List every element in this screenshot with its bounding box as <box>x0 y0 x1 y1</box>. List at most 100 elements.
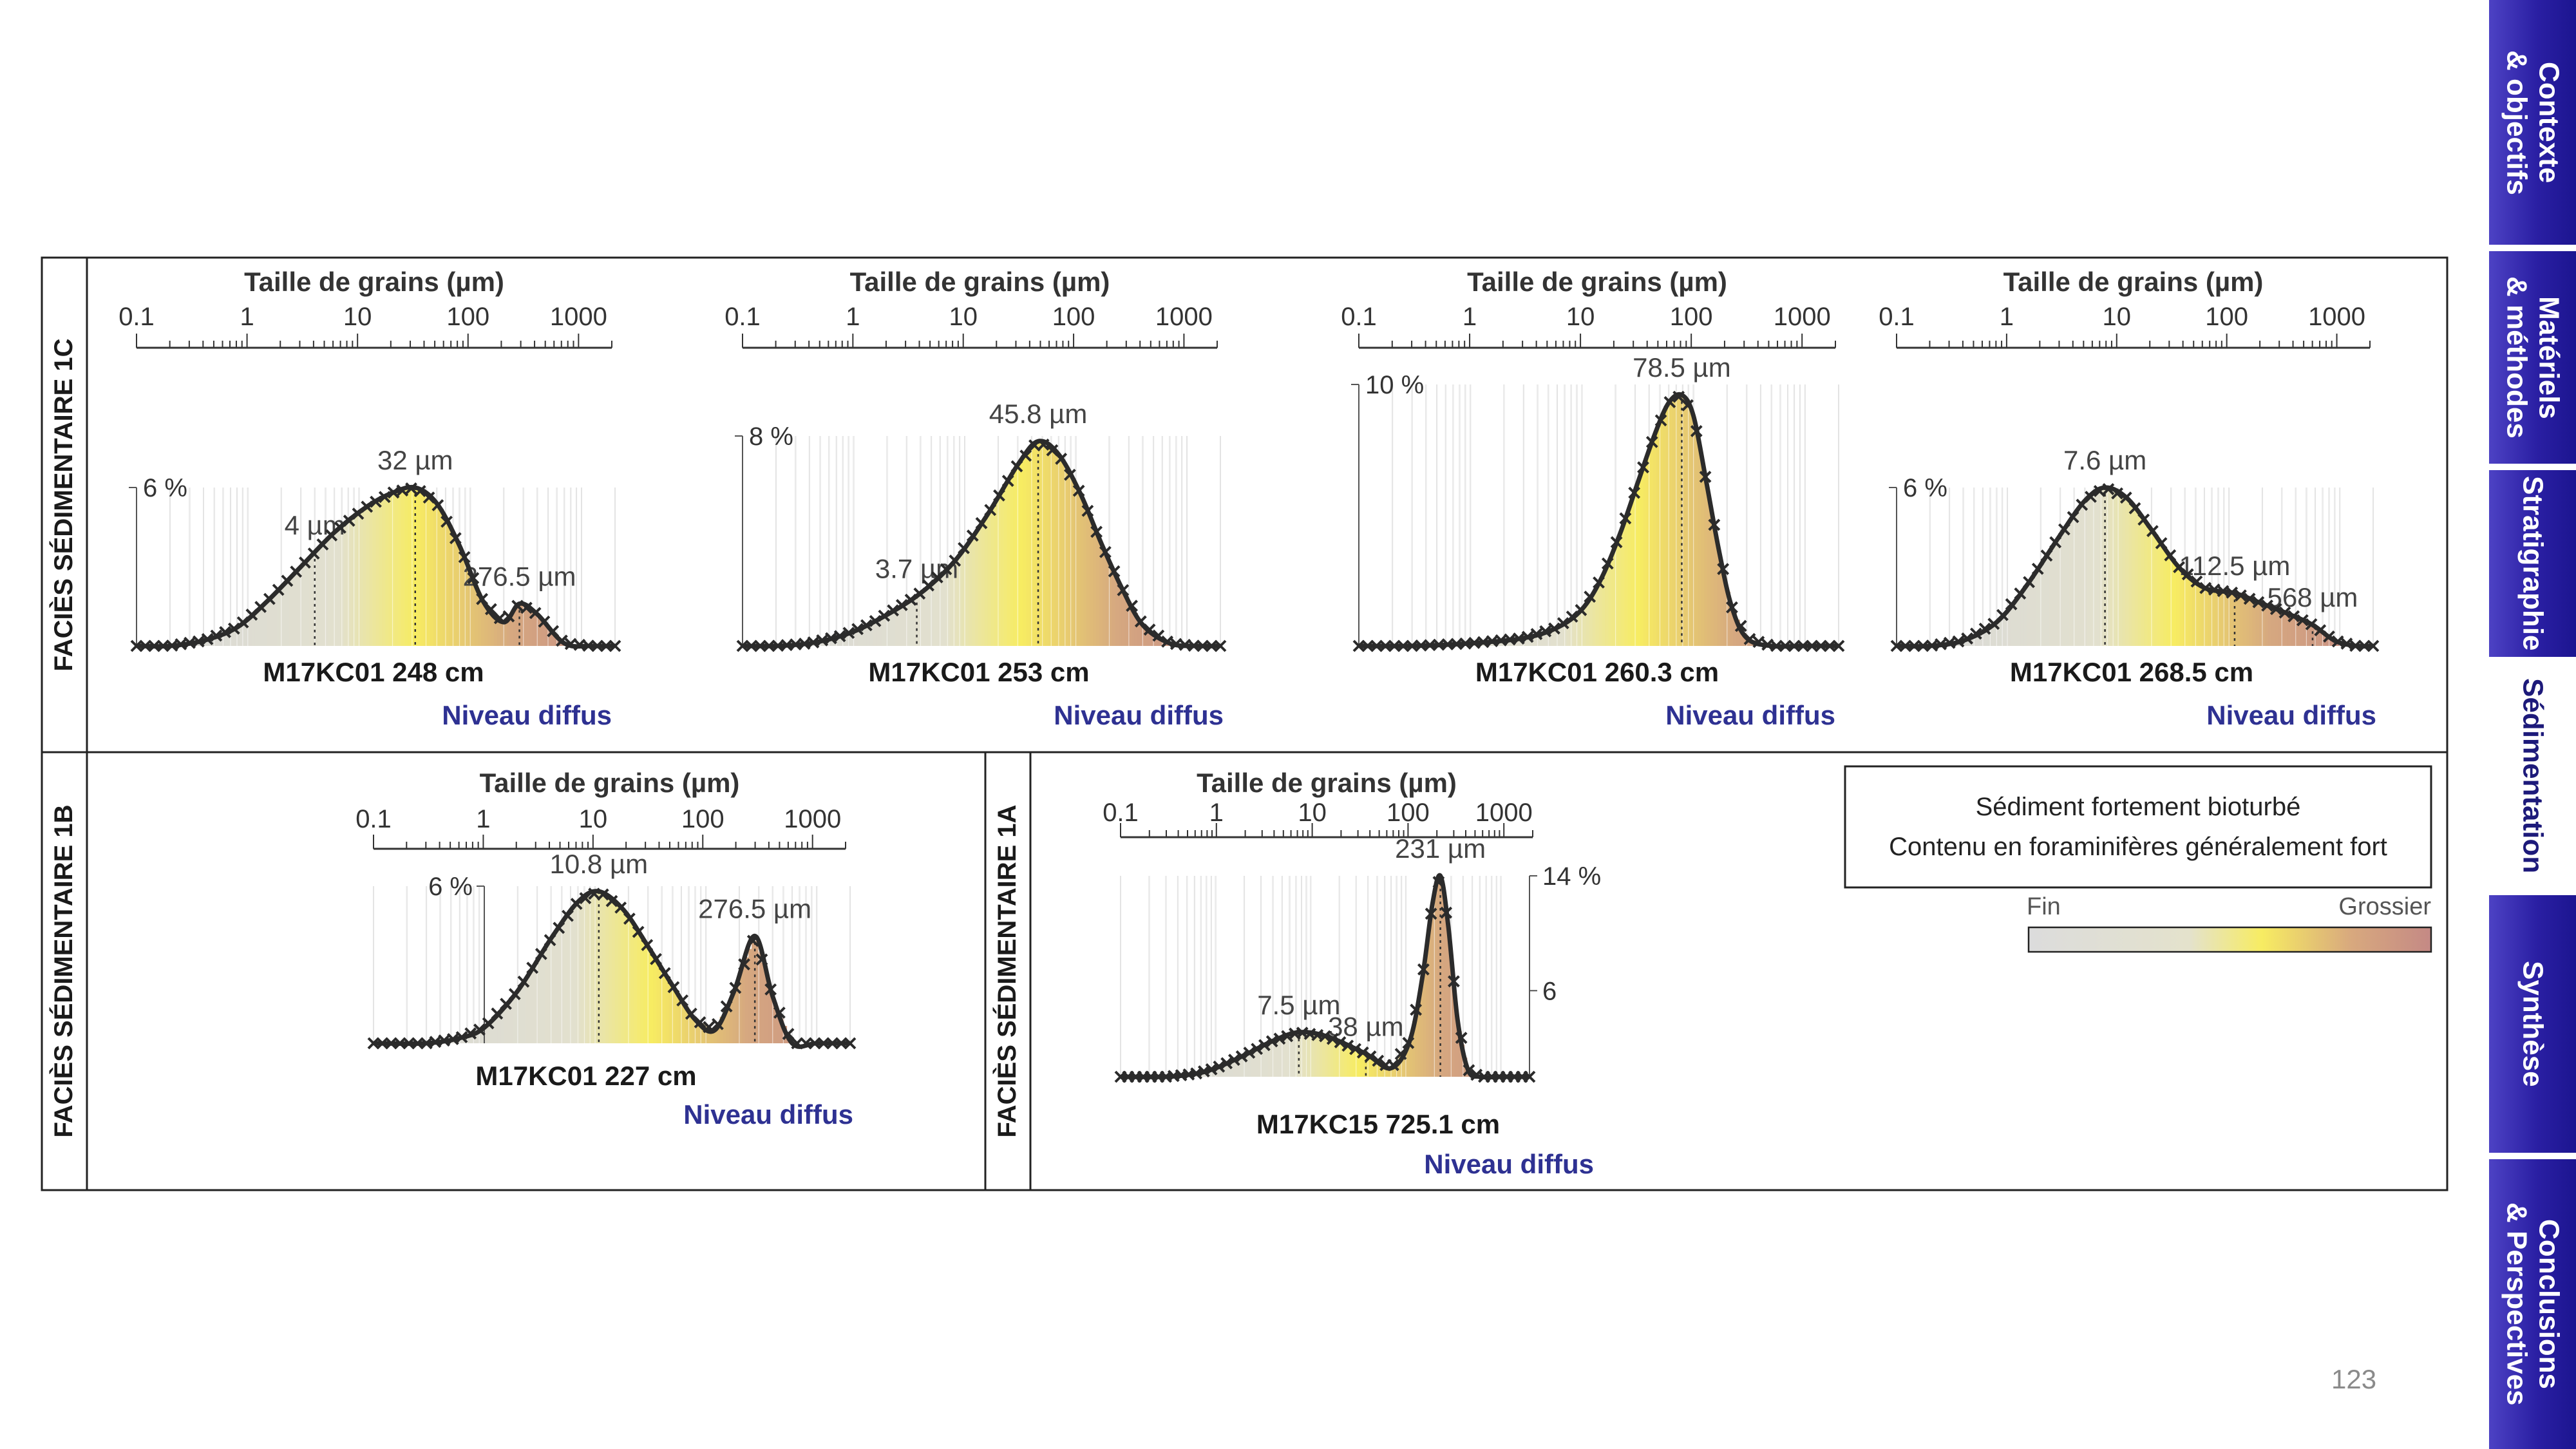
fill-strip <box>459 1037 463 1043</box>
fill-strip <box>1366 1054 1369 1077</box>
fill-strip <box>216 635 220 646</box>
fill-strip <box>1336 1041 1340 1077</box>
x-tick-label: 100 <box>1387 799 1430 827</box>
fill-strip <box>2275 609 2278 646</box>
data-point <box>467 572 480 585</box>
fill-strip <box>732 991 737 1043</box>
nav-tab-conclusions[interactable]: Conclusions & Perspectives <box>2489 1159 2576 1449</box>
data-point <box>367 1037 380 1050</box>
data-point <box>2314 624 2327 637</box>
fill-strip <box>1675 397 1680 646</box>
fill-strip <box>729 997 734 1043</box>
fill-strip <box>2224 591 2228 646</box>
fill-strip <box>522 606 527 646</box>
data-point <box>570 898 583 910</box>
fill-strip <box>392 492 396 646</box>
nav-tab-synthese[interactable]: Synthèse <box>2489 895 2576 1153</box>
fill-strip <box>1643 462 1647 646</box>
y-axis: 6 % <box>1889 474 1947 646</box>
data-point <box>431 499 444 511</box>
fill-strip <box>908 600 912 646</box>
data-point <box>1601 557 1614 570</box>
fill-strip <box>1039 442 1043 646</box>
fill-strip <box>757 951 762 1043</box>
data-point <box>482 1017 495 1030</box>
nav-tab-stratigraphie[interactable]: Stratigraphie <box>2489 470 2576 657</box>
peak-label: 32 µm <box>377 445 453 475</box>
fill-strip <box>2116 493 2120 646</box>
fill-strip <box>602 895 606 1043</box>
fill-strip <box>987 511 992 646</box>
x-tick-label: 1000 <box>550 303 607 331</box>
fill-strip <box>2020 591 2025 646</box>
fill-strip <box>719 1016 724 1043</box>
fill-strip <box>2090 496 2094 646</box>
fill-strip <box>261 605 265 646</box>
fill-strip <box>1531 635 1535 646</box>
fill-strip <box>385 495 390 646</box>
fill-strip <box>1265 1044 1269 1077</box>
fill-strip <box>1662 413 1667 646</box>
fill-strip <box>442 517 447 646</box>
fill-strip <box>509 613 514 646</box>
x-axis: 0.1 1 10 100 1000 <box>355 805 846 850</box>
data-point <box>2235 589 2247 602</box>
fill-strip <box>946 567 951 646</box>
fill-strip <box>1374 1059 1378 1077</box>
fill-strip <box>918 593 922 646</box>
fill-strip <box>1016 464 1021 646</box>
fill-strip <box>1560 624 1564 646</box>
fill-strip <box>2331 639 2336 646</box>
fill-strip <box>296 570 300 646</box>
fill-strip <box>1131 607 1135 646</box>
nav-tab-materiels[interactable]: Matériels & méthodes <box>2489 251 2576 464</box>
fill-strip <box>2150 531 2155 646</box>
x-axis-title: Taille de grains (µm) <box>850 267 1110 297</box>
fill-strip <box>331 534 335 646</box>
data-point <box>694 1016 706 1028</box>
data-point <box>895 599 908 611</box>
data-point <box>476 592 489 605</box>
nav-tab-sedimentation[interactable]: Sédimentation <box>2489 663 2576 889</box>
data-point <box>2296 614 2309 627</box>
fill-strip <box>334 531 338 646</box>
data-point <box>1361 639 1374 652</box>
data-point <box>2305 618 2318 630</box>
fill-strip <box>1544 631 1548 646</box>
data-point <box>1205 639 1218 652</box>
fill-strip <box>1013 469 1018 646</box>
data-point <box>1530 628 1543 640</box>
fill-strip <box>554 634 558 646</box>
fill-strip <box>860 627 864 646</box>
data-point <box>1890 639 1903 652</box>
data-point <box>2252 596 2265 609</box>
fill-strip <box>864 625 867 646</box>
data-point <box>1220 1057 1233 1070</box>
fill-strip <box>2246 598 2250 646</box>
legend: Sédiment fortement bioturbé Contenu en f… <box>1844 765 2432 953</box>
fill-strip <box>630 923 635 1043</box>
fill-strip <box>1224 1063 1227 1077</box>
x-tick-label: 100 <box>446 303 489 331</box>
data-point <box>1379 639 1392 652</box>
y-tick-label: 6 <box>1542 977 1557 1005</box>
data-point <box>1425 907 1437 920</box>
fill-strip <box>570 909 574 1043</box>
fill-strip <box>1080 497 1084 646</box>
fill-strip <box>1618 535 1622 646</box>
data-point <box>600 639 612 652</box>
data-point <box>1143 623 1156 636</box>
fill-strip <box>949 564 954 646</box>
fill-strip <box>1360 1052 1364 1077</box>
fill-strip <box>1322 1036 1326 1077</box>
fill-strip <box>251 613 256 646</box>
data-point <box>782 1028 795 1041</box>
nav-tab-contexte[interactable]: Contexte & objectifs <box>2489 0 2576 245</box>
fill-strip <box>965 543 969 646</box>
chart-m17kc15-725-1: Taille de grains (µm) 0.1 1 10 100 1000 14 % 6 2… <box>1103 768 1601 1179</box>
data-point <box>1356 1046 1369 1059</box>
sample-subtitle: Niveau diffus <box>1665 700 1835 730</box>
fill-strip <box>408 489 412 646</box>
fill-strip <box>1637 480 1641 646</box>
fill-strip <box>1305 1033 1309 1077</box>
